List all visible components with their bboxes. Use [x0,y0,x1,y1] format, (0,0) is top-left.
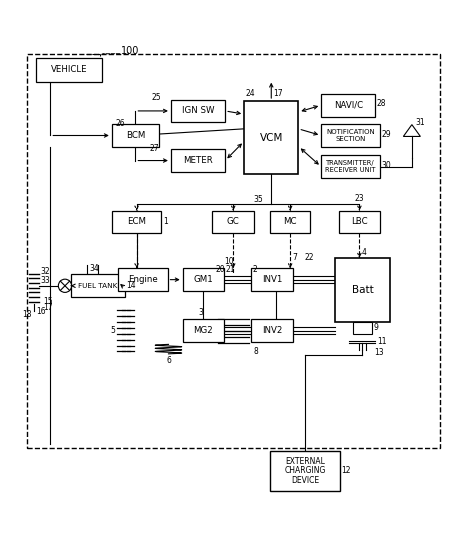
Text: 25: 25 [152,93,162,102]
Text: FUEL TANK: FUEL TANK [78,283,118,289]
Text: NAVI/C: NAVI/C [334,101,363,110]
Text: 5: 5 [110,326,115,335]
Text: INV1: INV1 [262,275,282,284]
FancyBboxPatch shape [212,211,254,234]
Text: 23: 23 [355,194,365,203]
Text: 6: 6 [166,357,171,365]
FancyBboxPatch shape [171,149,225,172]
Text: 10: 10 [224,257,233,266]
Text: 22: 22 [304,253,314,263]
FancyBboxPatch shape [36,57,102,82]
Text: 3: 3 [199,308,204,317]
Text: 24: 24 [245,89,255,98]
Text: NOTIFICATION
SECTION: NOTIFICATION SECTION [326,129,375,142]
Text: 29: 29 [382,130,391,138]
FancyBboxPatch shape [353,322,372,334]
Text: 33: 33 [40,276,50,285]
FancyBboxPatch shape [321,124,380,147]
Text: 17: 17 [43,303,53,312]
FancyBboxPatch shape [71,275,125,297]
Text: MG2: MG2 [193,326,213,335]
Text: 9: 9 [374,323,378,332]
FancyBboxPatch shape [251,319,293,342]
Text: 18: 18 [22,310,31,319]
Text: 11: 11 [377,337,386,346]
Text: 26: 26 [115,119,125,128]
Text: TRANSMITTER/
RECEIVER UNIT: TRANSMITTER/ RECEIVER UNIT [326,160,376,173]
FancyBboxPatch shape [171,100,225,123]
Text: VCM: VCM [260,132,283,143]
FancyBboxPatch shape [270,211,310,234]
Text: MC: MC [283,218,297,226]
Text: BCM: BCM [126,131,145,140]
Text: 16: 16 [36,307,46,316]
Text: VEHICLE: VEHICLE [51,65,88,74]
Text: 1: 1 [163,218,168,226]
Text: 8: 8 [254,347,258,356]
FancyBboxPatch shape [321,94,375,117]
FancyBboxPatch shape [251,268,293,291]
Text: INV2: INV2 [262,326,282,335]
FancyBboxPatch shape [118,268,167,291]
FancyBboxPatch shape [182,268,224,291]
Text: 14: 14 [127,281,136,290]
Text: EXTERNAL
CHARGING
DEVICE: EXTERNAL CHARGING DEVICE [284,457,326,485]
Text: LBC: LBC [351,218,368,226]
FancyBboxPatch shape [112,124,159,147]
Text: 2: 2 [252,265,257,274]
Text: GC: GC [227,218,239,226]
Text: 7: 7 [292,253,297,263]
Text: Engine: Engine [128,275,157,284]
FancyBboxPatch shape [270,451,340,491]
Text: 35: 35 [254,195,263,204]
Text: 4: 4 [362,248,367,257]
Text: 21: 21 [225,265,235,274]
FancyBboxPatch shape [338,211,380,234]
Text: 30: 30 [382,161,392,170]
Text: 17: 17 [273,89,283,98]
FancyBboxPatch shape [182,319,224,342]
Text: GM1: GM1 [193,275,213,284]
FancyBboxPatch shape [244,101,299,174]
Text: 100: 100 [121,46,139,56]
Text: 20: 20 [216,265,225,274]
FancyBboxPatch shape [112,211,161,234]
Text: 31: 31 [416,118,425,127]
FancyBboxPatch shape [321,155,380,178]
Text: METER: METER [183,156,213,165]
FancyBboxPatch shape [335,258,390,322]
Text: 28: 28 [377,100,386,108]
Text: 15: 15 [43,298,53,306]
Circle shape [58,279,72,293]
Text: 13: 13 [374,348,384,357]
Text: ECM: ECM [127,218,146,226]
Text: 27: 27 [150,144,159,153]
Text: 34: 34 [90,264,100,274]
Text: 12: 12 [341,466,351,475]
Text: 32: 32 [40,266,50,276]
Text: Batt: Batt [352,285,374,295]
Text: IGN SW: IGN SW [182,107,214,115]
